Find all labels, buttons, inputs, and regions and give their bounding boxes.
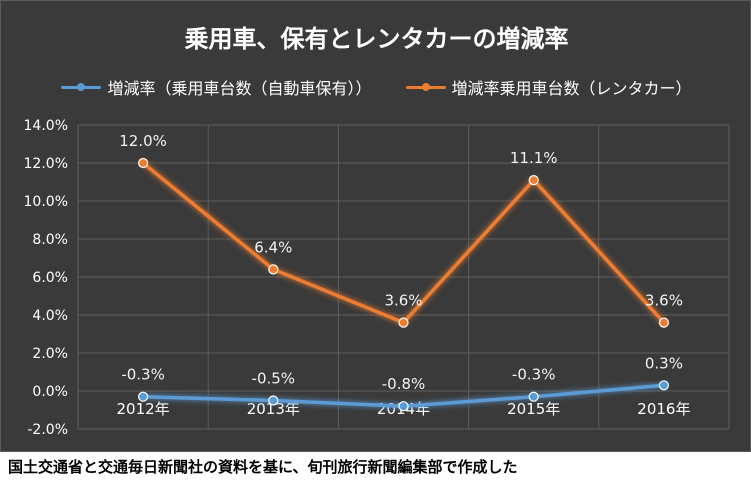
legend-swatch-ownership bbox=[61, 81, 102, 93]
legend-entry-ownership: 増減率（乗用車台数（自動車保有）） bbox=[61, 75, 372, 99]
data-label: -0.3% bbox=[121, 366, 165, 384]
legend-label-rental: 増減率乗用車台数（レンタカー） bbox=[451, 79, 692, 98]
data-label: 3.6% bbox=[384, 292, 422, 310]
data-point bbox=[658, 380, 670, 391]
data-label: 0.3% bbox=[645, 354, 683, 372]
x-tick-label: 2013年 bbox=[247, 400, 300, 418]
x-tick-label: 2015年 bbox=[507, 400, 560, 418]
data-label: -0.8% bbox=[382, 375, 426, 393]
data-label: 3.6% bbox=[645, 292, 683, 310]
chart-panel: 乗用車、保有とレンタカーの増減率 増減率（乗用車台数（自動車保有）） 増減率乗用… bbox=[0, 0, 751, 452]
data-label: 12.0% bbox=[119, 132, 167, 150]
y-tick-label: 4.0% bbox=[32, 308, 68, 324]
y-tick-label: 10.0% bbox=[24, 194, 68, 210]
data-point bbox=[268, 395, 279, 406]
y-tick-label: 12.0% bbox=[24, 156, 68, 172]
data-label: 6.4% bbox=[254, 238, 292, 256]
y-tick-label: -2.0% bbox=[27, 422, 68, 438]
y-tick-label: 0.0% bbox=[32, 384, 68, 400]
data-point bbox=[658, 317, 670, 328]
footnote: 国土交通省と交通毎日新聞社の資料を基に、旬刊旅行新聞編集部で作成した bbox=[8, 458, 518, 476]
data-point bbox=[398, 317, 409, 328]
data-point bbox=[398, 401, 409, 412]
y-tick-label: 6.0% bbox=[32, 270, 68, 286]
y-tick-label: 8.0% bbox=[32, 232, 68, 248]
legend-swatch-rental bbox=[405, 81, 446, 93]
x-tick-label: 2016年 bbox=[637, 400, 690, 418]
data-label: 11.1% bbox=[510, 149, 558, 167]
data-label: -0.5% bbox=[252, 370, 296, 388]
x-tick-label: 2012年 bbox=[117, 400, 170, 418]
data-point bbox=[138, 157, 149, 169]
y-tick-label: 14.0% bbox=[24, 118, 68, 134]
data-point bbox=[138, 391, 149, 402]
plot-area: 14.0% 12.0% 10.0% 8.0% 6.0% 4.0% 2.0% 0.0% -2.0%… bbox=[24, 118, 730, 438]
data-point bbox=[528, 175, 539, 186]
legend-label-ownership: 増減率（乗用車台数（自動車保有）） bbox=[107, 79, 372, 98]
chart-title: 乗用車、保有とレンタカーの増減率 bbox=[184, 25, 569, 53]
data-point bbox=[268, 264, 279, 275]
y-tick-label: 2.0% bbox=[32, 346, 68, 362]
legend: 増減率（乗用車台数（自動車保有）） 増減率乗用車台数（レンタカー） bbox=[1, 75, 751, 99]
data-label: -0.3% bbox=[512, 366, 556, 384]
data-point bbox=[528, 391, 539, 402]
legend-entry-rental: 増減率乗用車台数（レンタカー） bbox=[405, 75, 692, 99]
